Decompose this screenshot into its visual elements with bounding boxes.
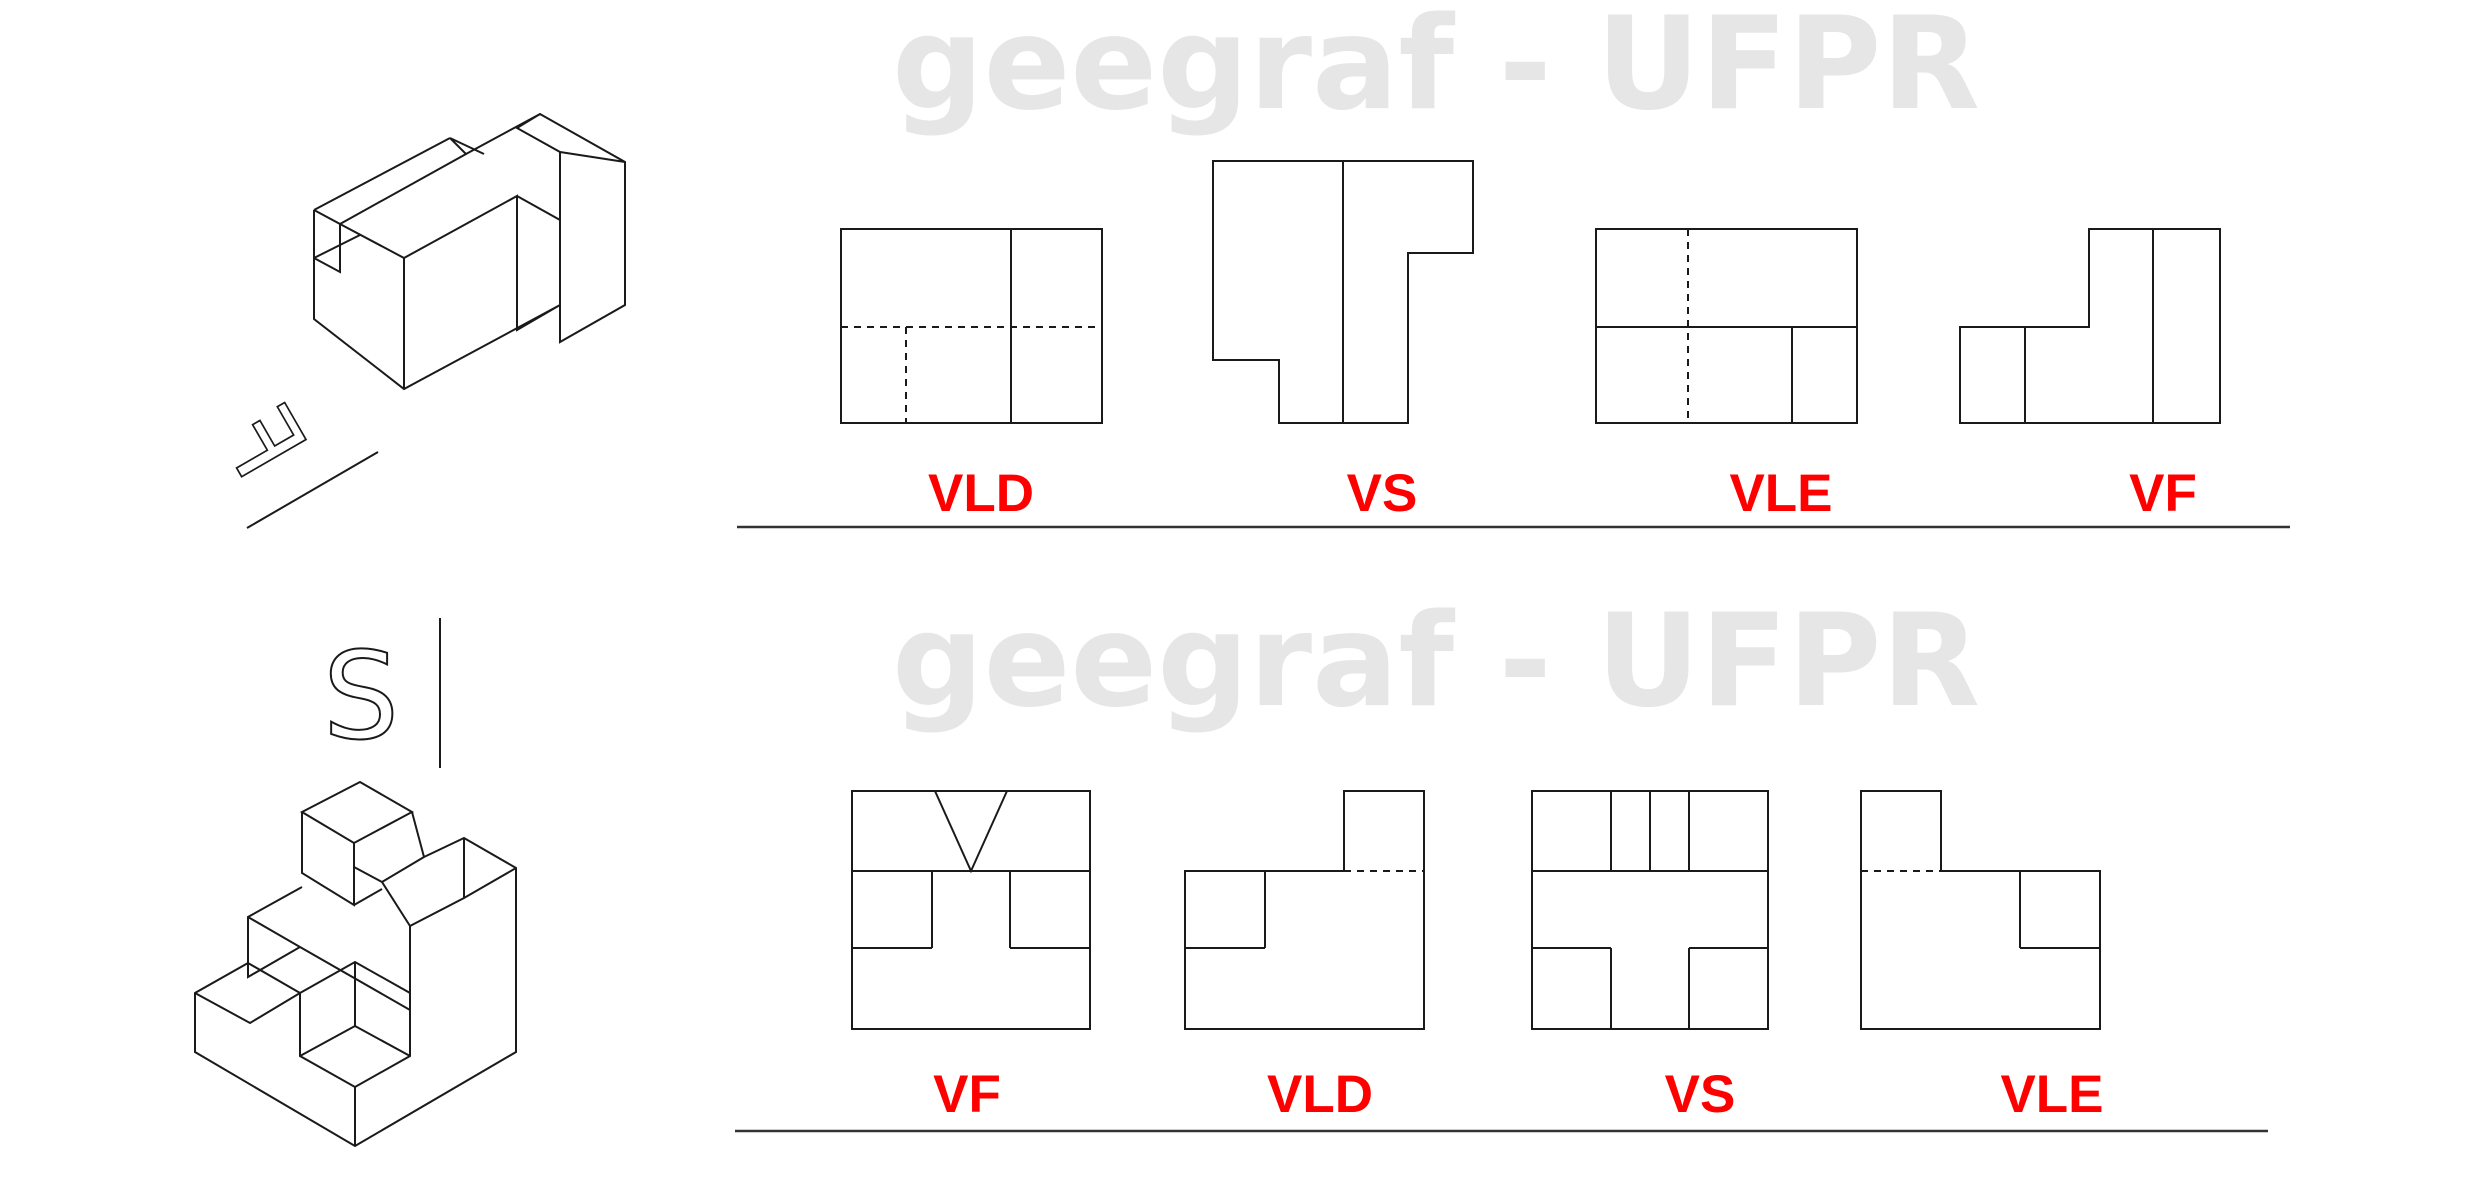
view-label-vle: VLE (2000, 1065, 2103, 1124)
view-label-vf: VF (2129, 464, 2197, 523)
direction-letter-f: F (196, 388, 328, 498)
view-vf-2 (852, 791, 1090, 1029)
isometric-object-2 (195, 782, 516, 1146)
view-vf-1 (1960, 229, 2220, 423)
view-vld-2 (1185, 791, 1424, 1029)
view-vle-2 (1861, 791, 2100, 1029)
view-label-vs: VS (1347, 464, 1418, 523)
exercise-1: F VLD VS VLE VF (196, 114, 2290, 528)
watermark-bottom: geegraf - UFPR (892, 587, 1980, 736)
isometric-object-1 (247, 114, 625, 528)
view-label-vs: VS (1665, 1065, 1736, 1124)
view-vld-1 (841, 229, 1102, 423)
view-label-vf: VF (933, 1065, 1001, 1124)
view-label-vld: VLD (928, 464, 1034, 523)
view-label-vld: VLD (1267, 1065, 1373, 1124)
view-label-vle: VLE (1729, 464, 1832, 523)
direction-letter-s: S (323, 628, 399, 767)
view-vs-1 (1213, 161, 1473, 423)
watermark-top: geegraf - UFPR (892, 0, 1980, 139)
view-vs-2 (1532, 791, 1768, 1029)
view-vle-1 (1596, 229, 1857, 423)
